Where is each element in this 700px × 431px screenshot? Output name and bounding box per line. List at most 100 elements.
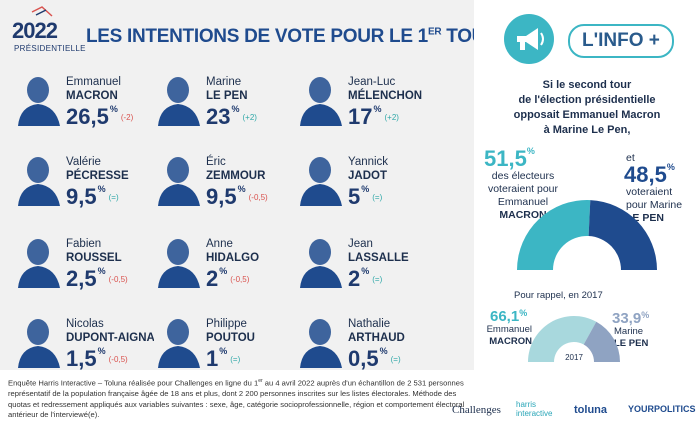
candidate-portrait-icon xyxy=(296,232,346,288)
candidate-portrait-icon xyxy=(154,232,204,288)
slice-le-pen xyxy=(583,321,620,362)
percentage-value: 26,5 xyxy=(66,104,109,129)
candidate-portrait-icon xyxy=(14,312,64,368)
lepen-2017-value: 33,9% xyxy=(612,310,650,327)
candidate-first-name: Jean-Luc xyxy=(348,76,396,88)
candidate-card: Nicolas DUPONT-AIGNAN 1,5%(-0,5) xyxy=(14,312,164,382)
percentage-value: 5 xyxy=(348,184,361,209)
candidate-portrait-icon xyxy=(296,150,346,206)
candidate-first-name: Philippe xyxy=(206,318,247,330)
candidate-percentage: 0,5%(=) xyxy=(348,346,401,372)
candidate-card: Fabien ROUSSEL 2,5%(-0,5) xyxy=(14,232,160,302)
candidate-last-name: MÉLENCHON xyxy=(348,90,423,102)
2017-chart: 2017 xyxy=(528,316,620,362)
percentage-value: 0,5 xyxy=(348,346,379,371)
logo-year: 2022 xyxy=(12,18,58,43)
candidate-percentage: 2%(-0,5) xyxy=(206,266,249,292)
percentage-change: (+2) xyxy=(384,113,399,122)
percentage-unit: % xyxy=(237,184,246,194)
percentage-change: (-0,5) xyxy=(230,275,250,284)
percentage-change: (=) xyxy=(372,275,383,284)
candidate-card: Éric ZEMMOUR 9,5%(-0,5) xyxy=(154,150,300,220)
candidate-last-name: JADOT xyxy=(348,170,387,182)
candidate-first-name: Yannick xyxy=(348,156,389,168)
candidate-percentage: 5%(=) xyxy=(348,184,382,210)
candidate-card: Valérie PÉCRESSE 9,5%(=) xyxy=(14,150,160,220)
percentage-change: (=) xyxy=(230,355,241,364)
percentage-unit: % xyxy=(219,346,228,356)
macron-2017-label: Emmanuel MACRON xyxy=(486,324,532,347)
candidate-percentage: 1%(=) xyxy=(206,346,240,372)
candidate-card: Marine LE PEN 23%(+2) xyxy=(154,70,300,140)
percentage-unit: % xyxy=(97,184,106,194)
percentage-unit: % xyxy=(219,266,228,276)
candidate-portrait-icon xyxy=(154,70,204,126)
election-logo: 2022 PRÉSIDENTIELLE xyxy=(12,6,85,53)
candidate-percentage: 23%(+2) xyxy=(206,104,257,130)
candidate-card: Nathalie ARTHAUD 0,5%(=) xyxy=(296,312,442,382)
candidate-percentage: 17%(+2) xyxy=(348,104,399,130)
percentage-change: (-0,5) xyxy=(108,275,128,284)
candidate-first-name: Fabien xyxy=(66,238,102,250)
survey-footnote: Enquête Harris Interactive – Toluna réal… xyxy=(8,378,465,420)
percentage-value: 2,5 xyxy=(66,266,97,291)
percentage-unit: % xyxy=(231,104,240,114)
info-title: L'INFO + xyxy=(568,24,674,58)
left-panel: 2022 PRÉSIDENTIELLE LES INTENTIONS DE VO… xyxy=(0,0,499,419)
macron-2nd-round-value: 51,5% xyxy=(484,146,535,171)
page-title: LES INTENTIONS DE VOTE POUR LE 1ER TOUR xyxy=(86,26,499,47)
candidate-percentage: 26,5%(-2) xyxy=(66,104,133,130)
candidate-portrait-icon xyxy=(14,70,64,126)
percentage-value: 9,5 xyxy=(66,184,97,209)
rappel-label: Pour rappel, en 2017 xyxy=(514,290,603,301)
candidate-first-name: Jean xyxy=(348,238,373,250)
percentage-change: (=) xyxy=(372,193,383,202)
candidate-card: Anne HIDALGO 2%(-0,5) xyxy=(154,232,300,302)
candidate-last-name: ARTHAUD xyxy=(348,332,405,344)
candidate-first-name: Marine xyxy=(206,76,242,88)
lepen-2017-label: Marine LE PEN xyxy=(614,326,649,349)
candidate-first-name: Éric xyxy=(206,156,226,168)
candidate-card: Jean-Luc MÉLENCHON 17%(+2) xyxy=(296,70,442,140)
candidate-portrait-icon xyxy=(154,150,204,206)
candidate-last-name: MACRON xyxy=(66,90,118,102)
challenges-logo: Challenges xyxy=(452,404,501,416)
candidate-first-name: Anne xyxy=(206,238,233,250)
candidate-last-name: LASSALLE xyxy=(348,252,409,264)
macron-2017-value: 66,1% xyxy=(490,308,528,325)
slice-macron xyxy=(517,200,591,270)
candidate-percentage: 2%(=) xyxy=(348,266,382,292)
percentage-change: (-0,5) xyxy=(108,355,128,364)
candidate-percentage: 9,5%(-0,5) xyxy=(206,184,268,210)
candidate-last-name: DUPONT-AIGNAN xyxy=(66,332,164,344)
ballot-icon xyxy=(31,6,53,17)
lepen-2nd-round-value: 48,5% xyxy=(624,162,675,187)
slice-le-pen xyxy=(588,200,657,270)
candidate-last-name: ZEMMOUR xyxy=(206,170,266,182)
candidate-last-name: POUTOU xyxy=(206,332,255,344)
candidate-last-name: PÉCRESSE xyxy=(66,170,129,182)
candidate-percentage: 1,5%(-0,5) xyxy=(66,346,128,372)
macron-2nd-round-desc: des électeurs voteraient pour Emmanuel M… xyxy=(487,170,559,221)
candidate-first-name: Emmanuel xyxy=(66,76,121,88)
candidate-card: Philippe POUTOU 1%(=) xyxy=(154,312,300,382)
percentage-change: (-0,5) xyxy=(248,193,268,202)
percentage-value: 9,5 xyxy=(206,184,237,209)
candidate-card: Yannick JADOT 5%(=) xyxy=(296,150,442,220)
candidate-last-name: HIDALGO xyxy=(206,252,260,264)
connector-text: et xyxy=(626,152,635,164)
percentage-unit: % xyxy=(97,266,106,276)
percentage-unit: % xyxy=(379,346,388,356)
candidate-first-name: Nathalie xyxy=(348,318,391,330)
percentage-unit: % xyxy=(97,346,106,356)
percentage-change: (+2) xyxy=(242,113,257,122)
percentage-change: (-2) xyxy=(120,113,134,122)
slice-macron xyxy=(528,316,597,362)
candidate-first-name: Valérie xyxy=(66,156,101,168)
percentage-change: (=) xyxy=(108,193,119,202)
second-round-chart xyxy=(517,200,657,270)
percentage-value: 23 xyxy=(206,104,231,129)
info-panel: L'INFO + Si le second tour de l'élection… xyxy=(452,0,700,431)
percentage-unit: % xyxy=(373,104,382,114)
candidate-first-name: Nicolas xyxy=(66,318,104,330)
